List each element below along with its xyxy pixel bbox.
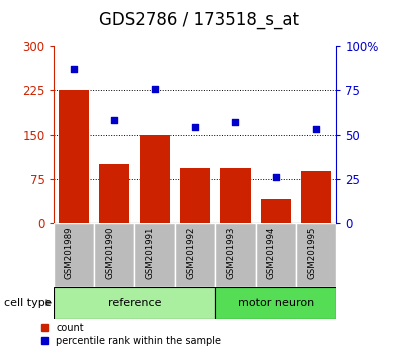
Text: GSM201993: GSM201993 (226, 226, 235, 279)
Bar (261, 199, 291, 223)
Text: GDS2786 / 173518_s_at: GDS2786 / 173518_s_at (99, 11, 299, 29)
FancyBboxPatch shape (94, 223, 135, 287)
FancyBboxPatch shape (54, 287, 215, 319)
FancyBboxPatch shape (215, 287, 336, 319)
FancyBboxPatch shape (215, 223, 256, 287)
FancyBboxPatch shape (54, 223, 94, 287)
Point (71, 66, 77, 72)
Bar (99, 164, 129, 223)
FancyBboxPatch shape (175, 223, 215, 287)
Bar (140, 135, 170, 223)
Point (232, 119, 238, 125)
Text: GSM201991: GSM201991 (146, 226, 155, 279)
Point (152, 86, 158, 91)
FancyBboxPatch shape (256, 223, 296, 287)
Point (313, 126, 319, 132)
Text: GSM201990: GSM201990 (105, 226, 114, 279)
Text: GSM201995: GSM201995 (307, 226, 316, 279)
FancyBboxPatch shape (135, 223, 175, 287)
Bar (59, 90, 89, 223)
Text: GSM201992: GSM201992 (186, 226, 195, 279)
Bar (301, 171, 331, 223)
Legend: count, percentile rank within the sample: count, percentile rank within the sample (41, 323, 221, 346)
Text: GSM201994: GSM201994 (267, 226, 276, 279)
Bar (180, 168, 210, 223)
Bar (220, 168, 250, 223)
Text: motor neuron: motor neuron (238, 298, 314, 308)
Point (273, 174, 279, 180)
Text: reference: reference (108, 298, 161, 308)
FancyBboxPatch shape (296, 223, 336, 287)
Text: GSM201989: GSM201989 (65, 226, 74, 279)
Point (192, 125, 198, 130)
Text: cell type: cell type (4, 298, 52, 308)
Point (111, 118, 117, 123)
